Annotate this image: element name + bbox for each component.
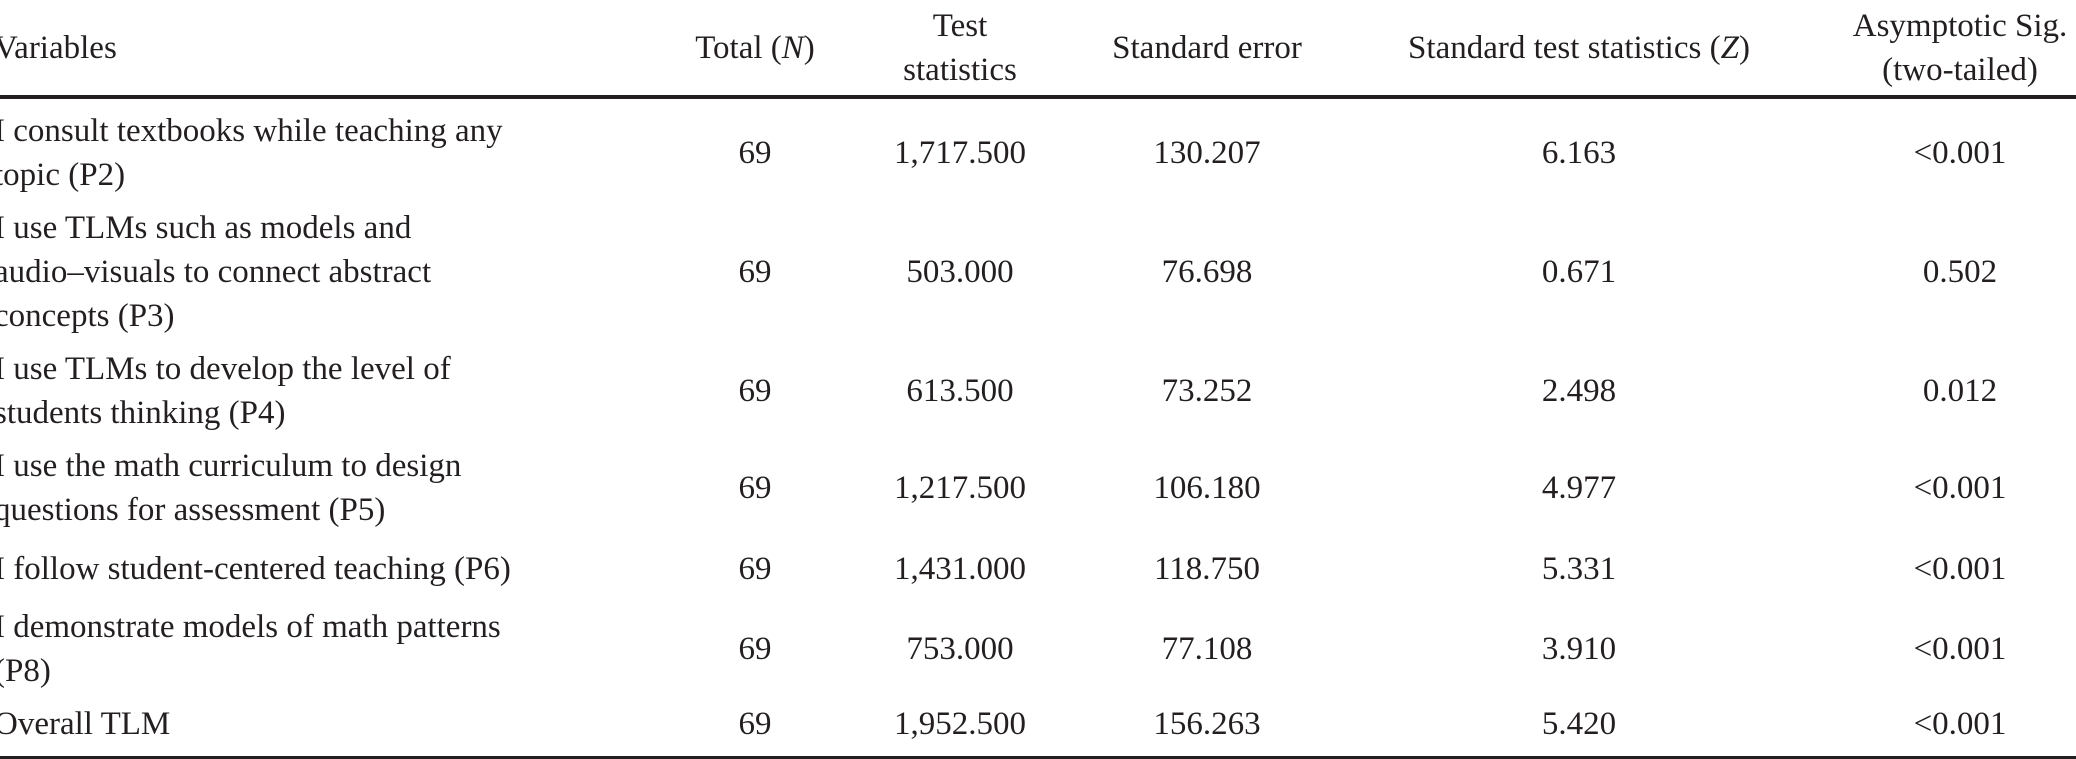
cell-sig: 0.012: [1922, 373, 1998, 409]
cell-z: 2.498: [1541, 373, 1617, 409]
variable-line: (P8): [0, 653, 51, 689]
cell-total: 69: [738, 254, 772, 290]
cell-se: 156.263: [1040, 693, 1374, 759]
cell-test: 1,217.500: [894, 470, 1026, 506]
table-row: Overall TLM 69 1,952.500 156.263 5.420 <0.001: [0, 693, 2076, 759]
variable-line: topic (P2): [0, 156, 126, 193]
cell-sig: <0.001: [1913, 134, 2007, 171]
cell-variable: I consult textbooks while teaching any to…: [0, 97, 630, 206]
cell-z: 0.671: [1541, 254, 1617, 290]
cell-sig: 0.502: [1922, 254, 1998, 290]
cell-variable: I demonstrate models of math patterns (P8…: [0, 605, 630, 693]
cell-z: 3.910: [1541, 631, 1617, 667]
table-row: I use TLMs such as models and audio–visua…: [0, 206, 2076, 338]
cell-z: 4.977: [1541, 470, 1617, 506]
variable-line: I demonstrate models of math patterns: [0, 609, 501, 645]
header-test-statistics: Test statistics: [880, 0, 1040, 99]
header-row: Variables Total (N) Test statistics Stand…: [0, 0, 2076, 99]
header-total: Total (N): [630, 0, 880, 99]
cell-z: 5.420: [1374, 693, 1784, 759]
cell-z: 5.331: [1541, 550, 1617, 587]
cell-sig: <0.001: [1913, 550, 2007, 587]
cell-variable: I use TLMs such as models and audio–visua…: [0, 206, 630, 338]
variable-line: I follow student-centered teaching (P6): [0, 550, 511, 587]
cell-test: 1,717.500: [894, 134, 1026, 171]
variable-line: concepts (P3): [0, 298, 175, 334]
variable-line: Overall TLM: [0, 706, 171, 743]
cell-test: 613.500: [906, 373, 1014, 409]
cell-total: 69: [630, 693, 880, 759]
cell-test: 753.000: [906, 631, 1014, 667]
cell-test: 503.000: [906, 254, 1014, 290]
cell-test: 1,431.000: [894, 550, 1026, 587]
header-variables: Variables: [0, 0, 630, 99]
variable-line: students thinking (P4): [0, 395, 286, 431]
cell-test: 1,952.500: [880, 693, 1040, 759]
cell-se: 130.207: [1153, 134, 1261, 171]
table-row: I consult textbooks while teaching any to…: [0, 97, 2076, 206]
cell-variable: I use the math curriculum to design quest…: [0, 444, 630, 532]
cell-sig: <0.001: [1784, 693, 2076, 759]
variable-line: I consult textbooks while teaching any: [0, 112, 503, 149]
cell-total: 69: [738, 373, 772, 409]
cell-se: 77.108: [1161, 631, 1253, 667]
variable-line: I use the math curriculum to design: [0, 448, 462, 484]
table-row: I demonstrate models of math patterns (P8…: [0, 605, 2076, 693]
table-row: I use TLMs to develop the level of studen…: [0, 338, 2076, 444]
cell-variable: Overall TLM: [0, 693, 630, 759]
cell-se: 118.750: [1153, 550, 1261, 587]
cell-se: 106.180: [1153, 470, 1261, 506]
cell-se: 73.252: [1161, 373, 1253, 409]
cell-total: 69: [738, 550, 772, 587]
cell-z: 6.163: [1541, 134, 1617, 171]
variable-line: audio–visuals to connect abstract: [0, 254, 432, 290]
cell-total: 69: [738, 470, 772, 506]
header-z: Standard test statistics (Z): [1374, 0, 1784, 99]
cell-total: 69: [738, 631, 772, 667]
variable-line: I use TLMs such as models and: [0, 210, 412, 246]
cell-total: 69: [738, 134, 772, 171]
variable-line: questions for assessment (P5): [0, 492, 386, 528]
header-sig: Asymptotic Sig. (two-tailed): [1784, 0, 2076, 99]
cell-sig: <0.001: [1913, 631, 2007, 667]
table-row: I follow student-centered teaching (P6) 6…: [0, 532, 2076, 605]
cell-variable: I follow student-centered teaching (P6): [0, 532, 630, 605]
header-standard-error: Standard error: [1040, 0, 1374, 99]
cell-sig: <0.001: [1913, 470, 2007, 506]
variable-line: I use TLMs to develop the level of: [0, 351, 451, 387]
cell-variable: I use TLMs to develop the level of studen…: [0, 338, 630, 444]
table-row: I use the math curriculum to design quest…: [0, 444, 2076, 532]
cell-se: 76.698: [1161, 254, 1253, 290]
